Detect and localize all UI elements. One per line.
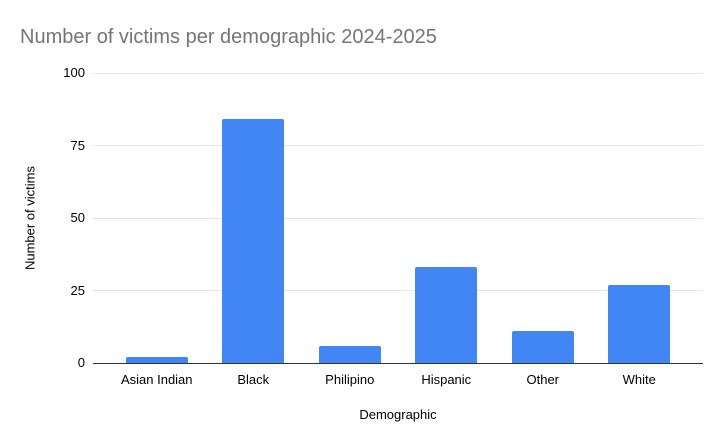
bar-hispanic [415, 267, 478, 363]
y-tick-label-50: 50 [70, 210, 85, 225]
y-tick-label-0: 0 [77, 355, 85, 370]
x-tick-label-white: White [622, 372, 656, 387]
gridline-75 [93, 145, 703, 146]
gridline-100 [93, 72, 703, 74]
y-tick-label-25: 25 [70, 282, 85, 298]
bar-black [222, 119, 285, 363]
chart-title: Number of victims per demographic 2024-2… [20, 26, 437, 48]
plot-area [93, 72, 703, 364]
bar-philipino [318, 345, 381, 363]
x-axis-line [93, 362, 703, 364]
x-tick-label-hispanic: Hispanic [421, 372, 472, 387]
x-tick-label-black: Black [237, 372, 270, 387]
x-tick-label-other: Other [526, 372, 560, 387]
y-tick-label-100: 100 [63, 65, 85, 80]
x-axis-title: Demographic [359, 407, 437, 422]
gridline-25 [93, 290, 703, 291]
gridline-50 [93, 217, 703, 219]
y-tick-label-75: 75 [70, 137, 85, 153]
bar-other [511, 331, 574, 363]
x-tick-label-asian-indian: Asian Indian [120, 372, 193, 387]
x-tick-label-philipino: Philipino [325, 372, 375, 387]
bar-asian-indian [125, 357, 188, 363]
y-axis-title: Number of victims [22, 165, 38, 271]
bar-white [608, 284, 671, 363]
